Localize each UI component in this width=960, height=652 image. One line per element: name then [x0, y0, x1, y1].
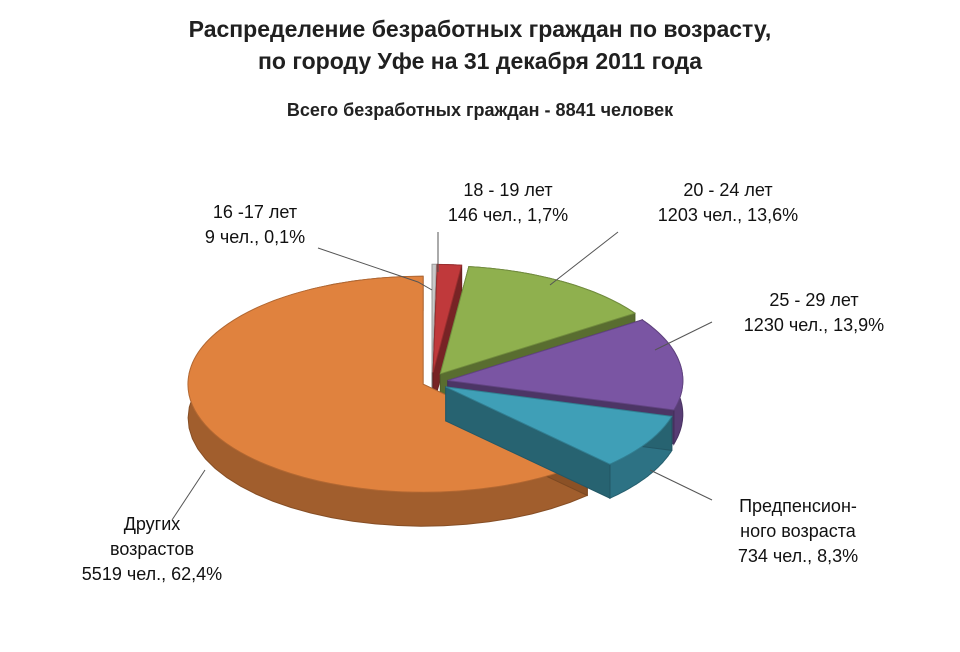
pie-slice-top: [439, 266, 636, 375]
chart-subtitle: Всего безработных граждан - 8841 человек: [286, 100, 674, 120]
label-18-19-value: 146 чел., 1,7%: [447, 205, 569, 225]
label-18-19-name: 18 - 19 лет: [463, 180, 553, 200]
label-18-19: 18 - 19 лет 146 чел., 1,7%: [428, 178, 588, 228]
pie-slice-top: [431, 263, 437, 373]
leader-25-29: [654, 321, 713, 351]
chart-title-line1: Распределение безработных граждан по воз…: [188, 16, 772, 42]
leader-pre-pension: [649, 469, 713, 501]
label-20-24: 20 - 24 лет 1203 чел., 13,6%: [628, 178, 828, 228]
label-other-line1: Других: [123, 514, 181, 534]
label-pre-pension-value: 734 чел., 8,3%: [737, 546, 859, 566]
pie-slice-top: [432, 263, 463, 373]
leader-16-17: [317, 247, 433, 291]
pie-slice-top: [445, 386, 673, 465]
pie-slice-предпенсион-ного-возраста: [445, 386, 673, 499]
label-16-17: 16 -17 лет 9 чел., 0,1%: [190, 200, 320, 250]
label-16-17-name: 16 -17 лет: [212, 202, 298, 222]
label-25-29: 25 - 29 лет 1230 чел., 13,9%: [714, 288, 914, 338]
leader-20-24: [549, 231, 619, 286]
leader-other: [171, 469, 206, 521]
label-pre-pension: Предпенсион- ного возраста 734 чел., 8,3…: [708, 494, 888, 569]
label-20-24-value: 1203 чел., 13,6%: [657, 205, 799, 225]
label-other-line2: возрастов: [109, 539, 195, 559]
label-other-value: 5519 чел., 62,4%: [81, 564, 223, 584]
label-pre-pension-line1: Предпенсион-: [739, 496, 857, 516]
label-pre-pension-line2: ного возраста: [740, 521, 856, 541]
label-25-29-value: 1230 чел., 13,9%: [743, 315, 885, 335]
label-20-24-name: 20 - 24 лет: [683, 180, 773, 200]
chart-title-line2: по городу Уфе на 31 декабря 2011 года: [257, 48, 703, 74]
label-16-17-value: 9 чел., 0,1%: [204, 227, 306, 247]
pie-slice-top: [447, 319, 684, 411]
label-other: Других возрастов 5519 чел., 62,4%: [52, 512, 252, 587]
label-25-29-name: 25 - 29 лет: [769, 290, 859, 310]
